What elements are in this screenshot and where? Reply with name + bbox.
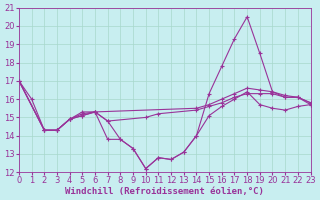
X-axis label: Windchill (Refroidissement éolien,°C): Windchill (Refroidissement éolien,°C) [65,187,264,196]
